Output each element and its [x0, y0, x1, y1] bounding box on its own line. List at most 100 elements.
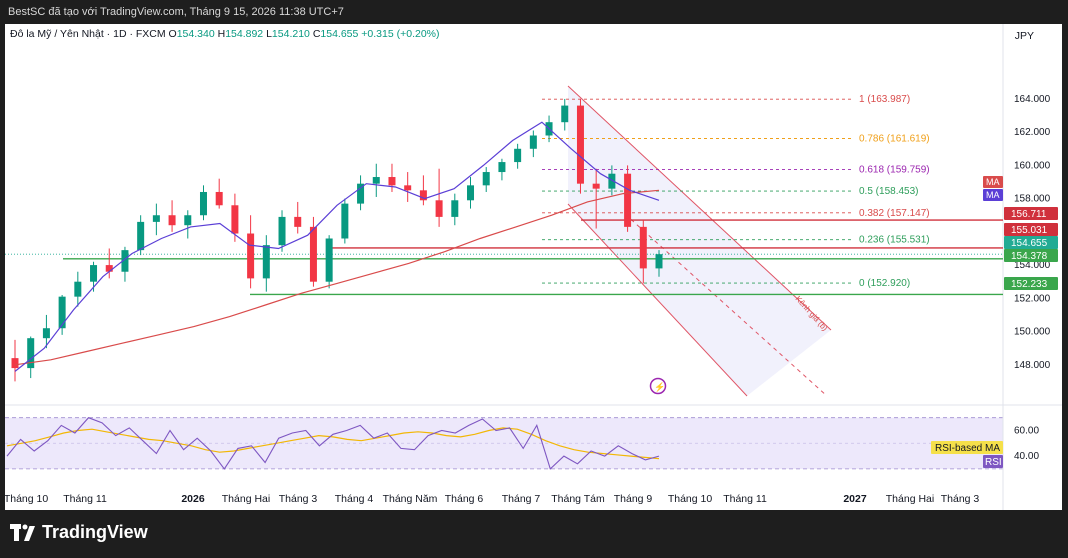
- price-label-box-3: [1004, 249, 1058, 262]
- time-label-14: Tháng Hai: [886, 493, 934, 505]
- candle-body: [624, 173, 632, 227]
- candle-body: [278, 216, 286, 246]
- time-label-3: Tháng Hai: [222, 493, 270, 505]
- candle-body: [341, 203, 349, 239]
- fib-label-1: 0.786 (161.619): [859, 133, 930, 144]
- tradingview-logo-text: TradingView: [42, 522, 148, 542]
- candle-body: [404, 185, 412, 191]
- candle-body: [231, 205, 239, 234]
- time-label-13: 2027: [843, 493, 867, 505]
- candle-body: [105, 265, 113, 272]
- time-label-6: Tháng Năm: [383, 493, 438, 505]
- rsi-line: [6, 417, 660, 470]
- price-label-3: 154.378: [1011, 251, 1048, 262]
- ma-badge-box-0: [983, 176, 1003, 188]
- high-label: H: [217, 28, 226, 40]
- price-tick-2: 152.000: [1014, 293, 1051, 304]
- header-caption: BestSC đã tạo với TradingView.com, Tháng…: [8, 6, 344, 18]
- price-tick-1: 150.000: [1014, 327, 1051, 338]
- candle-body: [592, 183, 600, 189]
- rsi-ma-badge: [931, 441, 1003, 454]
- candle-body: [576, 105, 584, 184]
- fib-label-5: 0.236 (155.531): [859, 235, 930, 246]
- rsi-tick-1: 40.00: [1014, 451, 1039, 462]
- moving-average-1: [14, 121, 660, 372]
- fib-label-0: 1 (163.987): [859, 94, 910, 105]
- price-tick-5: 158.000: [1014, 194, 1051, 205]
- candle-body: [498, 162, 506, 173]
- candle-body: [42, 328, 50, 339]
- event-icon-glyph: ⚡: [654, 381, 665, 393]
- price-label-box-1: [1004, 223, 1058, 236]
- price-label-box-2: [1004, 236, 1058, 249]
- rsi-tick-0: 60.00: [1014, 425, 1039, 436]
- time-label-8: Tháng 7: [502, 493, 541, 505]
- symbol-legend: Đô la Mỹ / Yên Nhật · 1D · FXCM O154.340…: [10, 28, 440, 40]
- candle-body: [514, 148, 522, 163]
- fib-label-3: 0.5 (158.453): [859, 186, 919, 197]
- candle-body: [529, 135, 537, 149]
- tradingview-logo[interactable]: TradingView: [10, 522, 148, 543]
- footer-bar: TradingView: [0, 510, 1068, 558]
- candle-body: [199, 191, 207, 216]
- event-icon: [649, 377, 667, 395]
- price-tick-6: 160.000: [1014, 160, 1051, 171]
- candle-body: [357, 183, 365, 204]
- candle-body: [121, 250, 129, 272]
- fib-label-6: 0 (152.920): [859, 278, 910, 289]
- tradingview-logo-icon: [10, 523, 35, 541]
- candle-body: [325, 238, 333, 282]
- candle-body: [608, 173, 616, 189]
- rsi-badge: [983, 455, 1003, 468]
- price-tick-3: 154.000: [1014, 260, 1051, 271]
- chart-panel[interactable]: Kênh giá (b) 1 (163.987) 0.786 (161.619) 0.…: [5, 24, 1062, 510]
- candle-body: [74, 281, 82, 297]
- candle-body: [247, 233, 255, 279]
- candle-body: [184, 215, 192, 226]
- candle-body: [215, 191, 223, 206]
- candle-body: [655, 254, 663, 269]
- time-label-11: Tháng 10: [668, 493, 713, 505]
- ma-badge-label-1: MA: [986, 190, 1000, 200]
- open-label: O: [168, 28, 177, 40]
- chart-svg[interactable]: Kênh giá (b)1 (163.987)0.786 (161.619)0.…: [5, 24, 1062, 510]
- channel-upper-line: [567, 85, 832, 331]
- time-label-2: 2026: [181, 493, 205, 505]
- candle-body: [262, 245, 270, 279]
- candle-body: [58, 296, 66, 329]
- price-label-box-4: [1004, 277, 1058, 290]
- high-value: 154.892: [225, 28, 264, 40]
- low-value: 154.210: [271, 28, 310, 40]
- price-tick-7: 162.000: [1014, 127, 1051, 138]
- channel-lower-line: [567, 203, 748, 397]
- candle-body: [482, 172, 490, 186]
- candle-body: [639, 226, 647, 269]
- fib-label-2: 0.618 (159.759): [859, 164, 930, 175]
- price-label-0: 156.711: [1011, 209, 1047, 220]
- candle-body: [435, 200, 443, 217]
- time-label-0: Tháng 10: [5, 493, 48, 505]
- price-label-2: 154.655: [1011, 238, 1048, 249]
- candle-body: [168, 215, 176, 226]
- candle-body: [309, 226, 317, 282]
- time-label-7: Tháng 6: [445, 493, 484, 505]
- candle-body: [137, 221, 145, 251]
- moving-average-0: [14, 189, 660, 366]
- ma-badge-box-1: [983, 189, 1003, 201]
- candle-body: [561, 105, 569, 123]
- rsi-badge-label: RSI: [985, 457, 1002, 468]
- candle-body: [27, 338, 35, 369]
- price-label-1: 155.031: [1011, 225, 1048, 236]
- time-label-12: Tháng 11: [723, 493, 767, 505]
- channel-fill: [568, 86, 831, 396]
- time-label-10: Tháng 9: [614, 493, 653, 505]
- price-label-box-0: [1004, 207, 1058, 220]
- candle-body: [467, 185, 475, 201]
- close-value: 154.655: [320, 28, 359, 40]
- low-label: L: [266, 28, 272, 40]
- close-label: C: [312, 28, 321, 40]
- candle-body: [294, 216, 302, 227]
- time-label-1: Tháng 11: [63, 493, 107, 505]
- rsi-ma-badge-label: RSI-based MA: [935, 443, 1000, 454]
- currency-label[interactable]: JPY: [1014, 30, 1034, 42]
